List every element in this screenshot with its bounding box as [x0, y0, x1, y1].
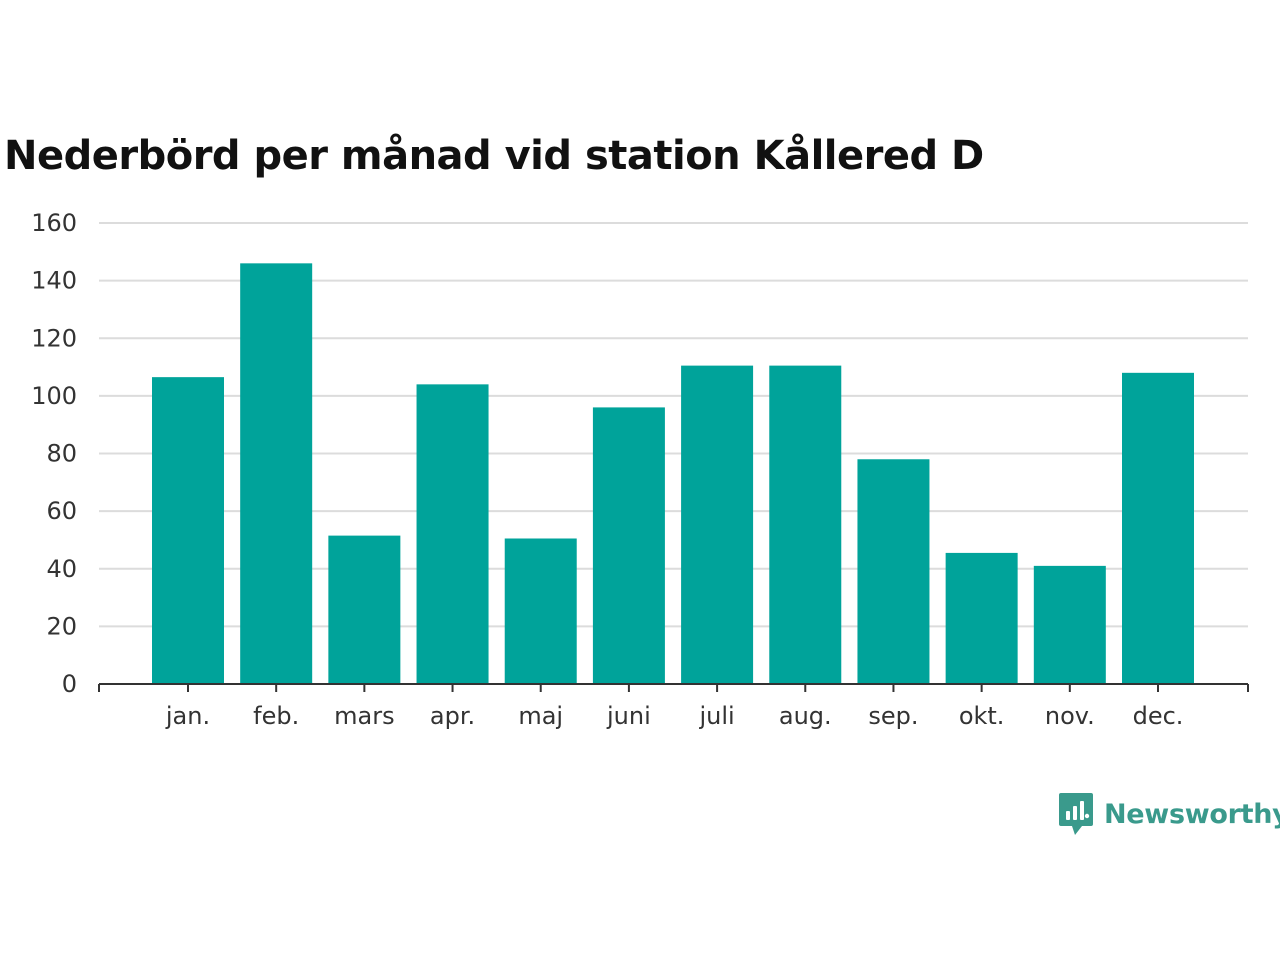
- y-tick-label: 40: [46, 555, 77, 583]
- x-tick-label: juni: [606, 702, 651, 730]
- y-tick-label: 60: [46, 497, 77, 525]
- x-tick-label: juli: [698, 702, 734, 730]
- x-tick-label: mars: [334, 702, 394, 730]
- y-tick-label: 20: [46, 612, 77, 640]
- x-tick-label: jan.: [165, 702, 210, 730]
- y-tick-label: 100: [31, 382, 77, 410]
- bar: [152, 377, 224, 684]
- bar: [328, 535, 401, 684]
- bar: [1033, 565, 1106, 684]
- bar: [504, 538, 577, 684]
- bar: [416, 384, 489, 684]
- x-tick-label: sep.: [868, 702, 918, 730]
- bar: [945, 552, 1018, 684]
- bar: [857, 459, 930, 684]
- bar: [240, 263, 313, 684]
- chart-title: Nederbörd per månad vid station Kållered…: [4, 133, 984, 179]
- bar: [592, 407, 665, 684]
- bar: [1122, 372, 1194, 684]
- y-tick-label: 80: [46, 440, 77, 468]
- y-tick-label: 120: [31, 324, 77, 352]
- x-tick-label: maj: [518, 702, 563, 730]
- y-axis-labels: 0 20 40 60 80 100 120 140 160: [31, 209, 77, 698]
- x-tick-label: feb.: [253, 702, 299, 730]
- x-tick-label: apr.: [430, 702, 475, 730]
- brand-logo: Newsworthy: [1058, 790, 1280, 838]
- x-axis-labels: jan. feb. mars apr. maj juni juli aug. sep. okt. n…: [165, 702, 1184, 730]
- x-tick-label: dec.: [1133, 702, 1184, 730]
- y-tick-label: 160: [31, 209, 77, 237]
- newsworthy-logo-icon: [1059, 793, 1093, 835]
- bar: [681, 365, 754, 684]
- axes: [98, 683, 1249, 692]
- y-tick-label: 140: [31, 267, 77, 295]
- x-tick-label: okt.: [959, 702, 1005, 730]
- bar: [769, 365, 842, 684]
- x-tick-label: aug.: [779, 702, 832, 730]
- bars: [152, 263, 1194, 684]
- brand-name: Newsworthy: [1104, 798, 1280, 830]
- x-tick-label: nov.: [1045, 702, 1095, 730]
- y-tick-label: 0: [62, 670, 77, 698]
